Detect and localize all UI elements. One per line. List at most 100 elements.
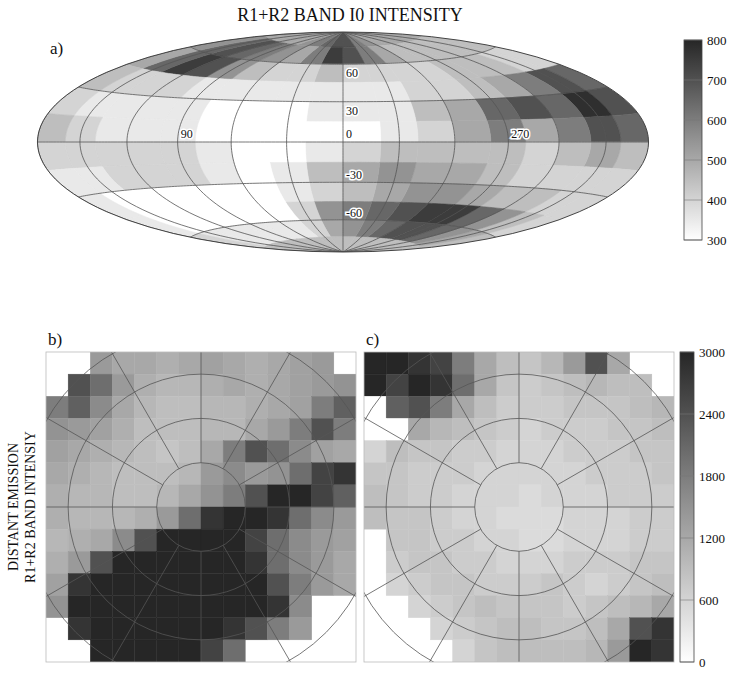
polar-cell	[563, 374, 585, 396]
polar-cell	[630, 485, 652, 507]
map-cell	[305, 122, 343, 142]
polar-cell	[68, 396, 90, 418]
polar-cell	[630, 396, 652, 418]
polar-cell	[334, 507, 356, 529]
colorbar-tick	[684, 240, 702, 241]
polar-cell	[519, 551, 541, 573]
polar-cell	[475, 573, 497, 595]
polar-cell	[608, 485, 630, 507]
spoke	[557, 365, 674, 485]
polar-cell	[245, 618, 267, 640]
polar-cell	[223, 374, 245, 396]
map-cell	[487, 142, 526, 164]
polar-cell	[245, 551, 267, 573]
polar-cell	[541, 441, 563, 463]
polar-cell	[497, 418, 519, 440]
polar-cell	[430, 529, 452, 551]
map-cell	[343, 182, 377, 201]
polar-cell	[541, 618, 563, 640]
polar-cell	[312, 573, 334, 595]
polar-cell	[90, 396, 112, 418]
polar-cell	[68, 418, 90, 440]
polar-cell	[157, 551, 179, 573]
polar-cell	[585, 396, 607, 418]
figure: R1+R2 BAND I0 INTENSITYa)9002706030-30-6…	[0, 0, 739, 691]
polar-cell	[475, 441, 497, 463]
polar-cell	[430, 573, 452, 595]
polar-cell	[364, 374, 386, 396]
colorbar-tick	[680, 476, 694, 477]
polar-cell	[408, 418, 430, 440]
polar-cell	[68, 463, 90, 485]
polar-cell	[267, 463, 289, 485]
polar-cell	[563, 596, 585, 618]
polar-cell	[334, 418, 356, 440]
polar-cell	[630, 596, 652, 618]
polar-cell	[112, 618, 134, 640]
polar-cell	[68, 551, 90, 573]
polar-cell	[541, 573, 563, 595]
colorbar-scale	[680, 352, 694, 662]
polar-cell	[290, 618, 312, 640]
polar-cell	[290, 374, 312, 396]
panel-2: c)	[236, 224, 739, 691]
polar-cell	[453, 418, 475, 440]
polar-cell	[135, 352, 157, 374]
polar-cell	[135, 596, 157, 618]
polar-cell	[453, 485, 475, 507]
polar-cell	[652, 640, 674, 662]
polar-cell	[386, 463, 408, 485]
polar-cell	[157, 485, 179, 507]
colorbar-tick-label: 800	[707, 33, 727, 48]
polar-cell	[90, 418, 112, 440]
spoke	[223, 352, 343, 469]
polar-cell	[408, 551, 430, 573]
polar-cell	[312, 463, 334, 485]
polar-cell	[90, 529, 112, 551]
map-cell	[160, 120, 199, 142]
polar-cell	[497, 463, 519, 485]
polar-cell	[519, 396, 541, 418]
map-cell	[343, 102, 380, 122]
polar-cell	[245, 418, 267, 440]
polar-cell	[630, 507, 652, 529]
polar-cell	[630, 618, 652, 640]
polar-cell	[430, 352, 452, 374]
polar-cell	[245, 596, 267, 618]
polar-cell	[312, 485, 334, 507]
polar-cell	[179, 396, 201, 418]
polar-cell	[408, 507, 430, 529]
polar-grid	[46, 352, 356, 662]
map-cell	[309, 182, 343, 201]
polar-cell	[652, 463, 674, 485]
map-outline	[37, 32, 648, 252]
spoke	[239, 365, 356, 485]
polar-cell	[430, 418, 452, 440]
polar-cell	[267, 418, 289, 440]
polar-cell	[652, 485, 674, 507]
polar-cell	[630, 463, 652, 485]
colorbar-tick	[680, 414, 694, 415]
polar-cell	[386, 441, 408, 463]
polar-cell	[519, 573, 541, 595]
polar-cell	[201, 485, 223, 507]
polar-cell	[112, 374, 134, 396]
spoke	[541, 545, 661, 662]
polar-cell	[408, 529, 430, 551]
polar-cell	[290, 441, 312, 463]
polar-cell	[267, 596, 289, 618]
polar-cell	[112, 596, 134, 618]
colorbar-tick	[680, 352, 694, 353]
polar-cell	[364, 463, 386, 485]
polar-cell	[112, 463, 134, 485]
polar-cell	[430, 618, 452, 640]
map-cell	[127, 142, 165, 165]
polar-cell	[334, 463, 356, 485]
map-cell	[410, 163, 452, 184]
polar-cell	[112, 441, 134, 463]
colorbar: 300400500600700800	[684, 33, 727, 248]
map-cell	[372, 182, 410, 202]
polar-cell	[157, 618, 179, 640]
polar-cell	[519, 463, 541, 485]
colorbar-scale	[684, 40, 702, 240]
